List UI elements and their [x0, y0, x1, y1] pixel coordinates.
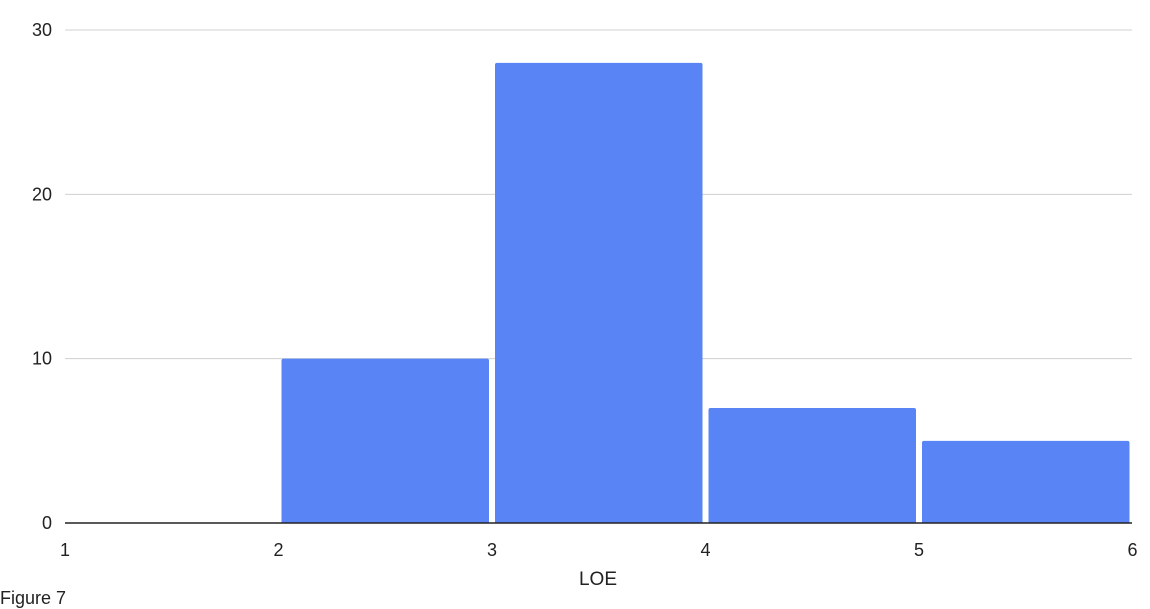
x-tick-labels: 1 2 3 4 5 6: [60, 540, 1138, 560]
bar-2-3: [281, 358, 489, 523]
y-tick-label-10: 10: [32, 349, 52, 369]
figure-caption: Figure 7: [0, 588, 67, 608]
bar-4-5: [708, 407, 916, 523]
bar-5-6: [922, 440, 1130, 523]
x-tick-label-2: 2: [273, 540, 283, 560]
y-tick-labels: 0 10 20 30: [32, 20, 52, 533]
y-tick-label-0: 0: [42, 513, 52, 533]
bars: [281, 62, 1130, 523]
x-axis-title: LOE: [579, 569, 617, 590]
x-tick-label-6: 6: [1127, 540, 1137, 560]
y-tick-label-20: 20: [32, 184, 52, 204]
x-tick-label-3: 3: [487, 540, 497, 560]
bar-3-4: [495, 62, 703, 523]
y-tick-label-30: 30: [32, 20, 52, 40]
x-tick-label-1: 1: [60, 540, 70, 560]
x-tick-label-5: 5: [914, 540, 924, 560]
x-tick-label-4: 4: [700, 540, 710, 560]
